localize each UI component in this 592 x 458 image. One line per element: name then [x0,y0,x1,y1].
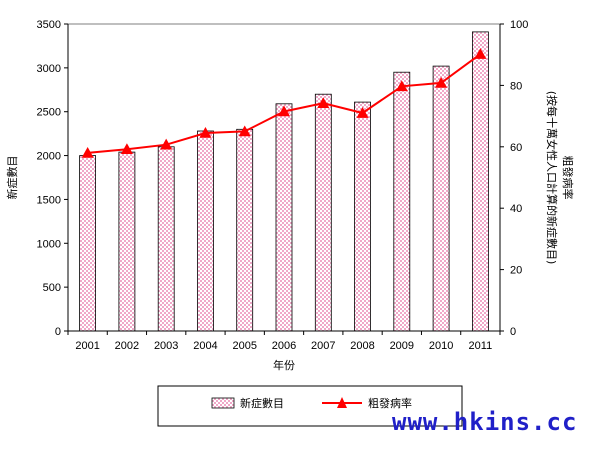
bar-2008 [354,101,371,332]
y2-tick-label: 100 [510,19,528,31]
rate-point-2011 [474,48,487,59]
rate-point-2006 [278,105,290,117]
axes: 0 500 1000 1500 2000 2500 3000 3500 0 20 40 60 80 100… [5,19,575,372]
y2-axis-title-line: (按每十萬女性人口計算的新症數目) [545,91,559,265]
rate-point-2008 [356,107,369,118]
line-series [81,48,487,158]
y2-axis-title-line: 粗發病率 [561,156,575,200]
x-tick-label: 2005 [232,340,256,352]
y-tick-label: 3000 [37,63,61,75]
x-tick-label: 2006 [272,340,296,352]
x-tick-label: 2002 [115,340,139,352]
x-tick-label: 2011 [469,340,493,352]
bar-2010 [432,65,450,332]
y-tick-label: 500 [43,282,61,294]
bar-2006 [275,103,293,332]
x-tick-label: 2001 [75,340,99,352]
x-tick-label: 2010 [429,340,453,352]
y2-tick-label: 0 [510,326,516,338]
y2-tick-label: 60 [510,142,522,154]
y-axis-title: 新症數目 [5,156,19,200]
rate-point-2009 [395,80,408,92]
y2-tick-label: 20 [510,265,522,277]
bar-2001 [79,155,96,332]
legend-bar-label: 新症數目 [240,396,284,410]
y-tick-label: 0 [55,326,61,338]
rate-point-2005 [238,125,251,137]
rate-point-2001 [81,146,94,158]
legend: 新症數目 粗發病率 [157,385,463,427]
bar-2009 [393,71,411,332]
legend-bar-swatch [211,397,235,409]
y2-tick-label: 80 [510,80,522,92]
y2-tick-label: 40 [510,203,522,215]
x-tick-label: 2004 [193,340,217,352]
y-tick-label: 3500 [37,19,61,31]
rate-point-2003 [160,138,173,150]
x-tick-label: 2007 [311,340,335,352]
bar-2002 [118,151,136,332]
rate-point-2004 [199,126,212,138]
bar-2004 [197,130,214,332]
x-tick-label: 2009 [390,340,414,352]
legend-line-label: 粗發病率 [368,396,412,410]
y-tick-label: 2000 [37,151,61,163]
x-tick-label: 2008 [350,340,374,352]
y-tick-label: 1500 [37,194,61,206]
legend-box [157,385,463,427]
bar-2007 [314,93,332,332]
rate-point-2002 [120,143,133,155]
rate-point-2007 [317,97,330,109]
rate-point-2010 [435,76,448,88]
y-tick-label: 1000 [37,238,61,250]
x-axis-title: 年份 [273,358,295,372]
bar-2011 [471,31,489,332]
y-tick-label: 2500 [37,107,61,119]
watermark-text: www.hkins.cc [392,408,578,436]
legend-line-marker [337,397,347,408]
bar-series [79,31,489,332]
bar-2005 [236,128,254,332]
bar-2003 [157,146,175,332]
x-tick-label: 2003 [154,340,178,352]
